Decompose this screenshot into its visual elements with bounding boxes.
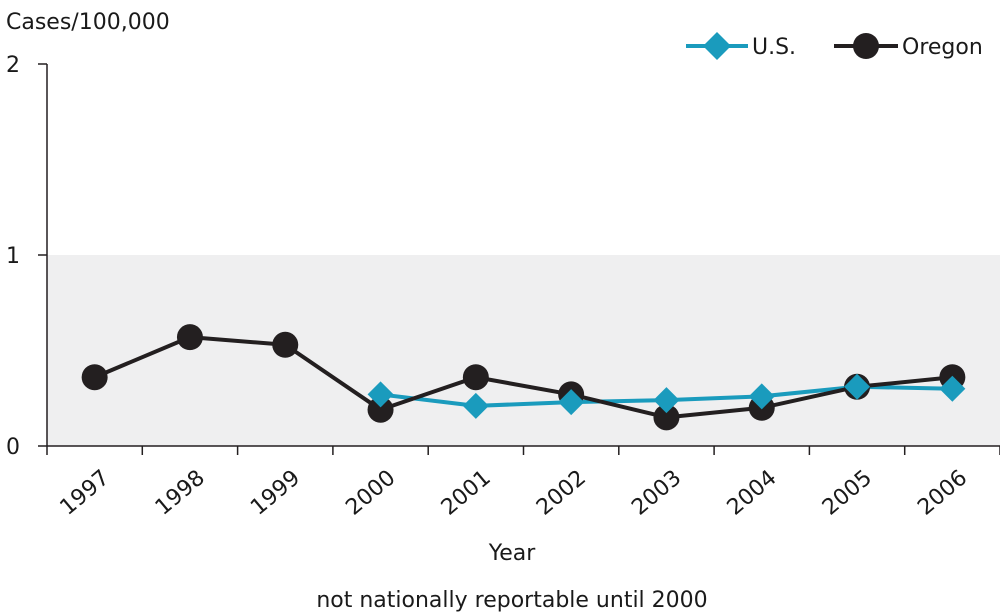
x-tick-label: 1998 <box>151 465 210 520</box>
x-tick-label: 2005 <box>818 465 877 520</box>
x-tick-label: 2000 <box>341 465 400 520</box>
legend-item-oregon: Oregon <box>834 33 983 60</box>
y-tick-label: 1 <box>6 244 20 269</box>
oregon-data-point <box>367 396 394 423</box>
x-tick-label: 2003 <box>627 465 686 520</box>
us-data-point <box>462 392 489 419</box>
y-tick-label: 2 <box>6 53 20 78</box>
y-tick-label: 0 <box>6 435 20 460</box>
y-tick-labels: 0 1 2 <box>6 53 20 460</box>
oregon-data-point <box>176 324 203 351</box>
x-axis-label: Year <box>488 541 537 566</box>
legend-oregon-circle <box>853 33 879 59</box>
x-tick-label: 2002 <box>532 465 591 520</box>
x-tick-label: 1999 <box>246 465 305 520</box>
shaded-band <box>47 255 1000 446</box>
oregon-data-point <box>653 404 680 431</box>
us-data-point <box>939 375 966 402</box>
us-data-point <box>558 389 585 416</box>
oregon-data-point <box>81 364 108 391</box>
x-tick-label: 2006 <box>913 465 972 520</box>
us-data-point <box>844 373 871 400</box>
legend-item-us: U.S. <box>686 32 796 60</box>
legend-oregon-label: Oregon <box>902 35 983 60</box>
oregon-data-point <box>272 331 299 358</box>
oregon-data-point <box>462 364 489 391</box>
x-tick-label: 2001 <box>437 465 496 520</box>
series-markers <box>81 324 966 431</box>
footnote: not nationally reportable until 2000 <box>316 588 707 613</box>
us-data-point <box>748 383 775 410</box>
axes <box>38 63 1000 455</box>
legend-us-label: U.S. <box>752 35 796 60</box>
y-axis-label: Cases/100,000 <box>6 10 170 35</box>
x-tick-labels: 1997 1998 1999 2000 2001 2002 2003 2004 2005 2006 <box>56 465 973 520</box>
us-data-point <box>367 381 394 408</box>
legend: U.S. Oregon <box>686 32 983 60</box>
legend-us-diamond <box>703 32 731 60</box>
us-data-point <box>653 387 680 414</box>
series-line-oregon <box>93 335 953 420</box>
x-tick-label: 1997 <box>56 465 115 520</box>
x-tick-label: 2004 <box>723 465 782 520</box>
